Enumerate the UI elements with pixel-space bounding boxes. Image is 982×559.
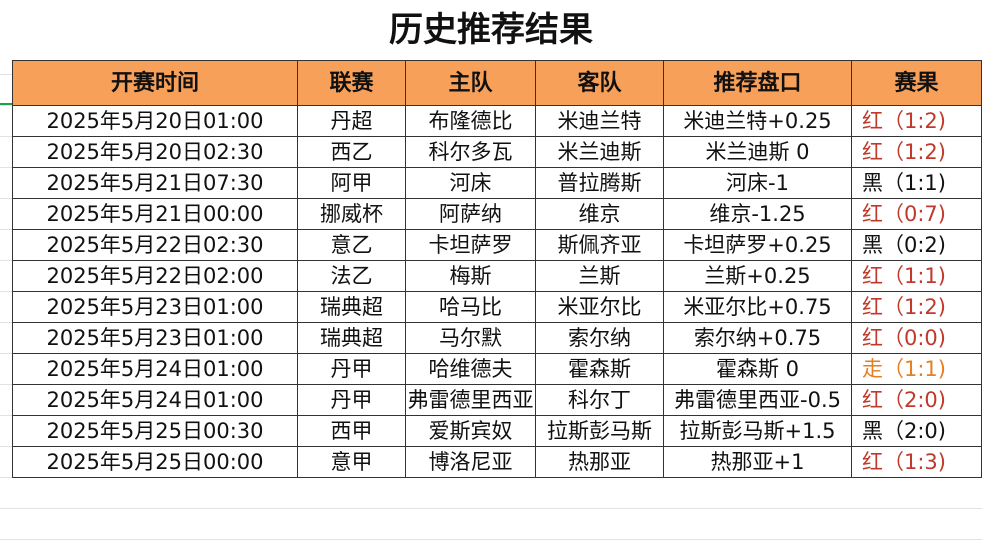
data-cell[interactable]: 霍森斯	[536, 354, 664, 385]
data-cell[interactable]: 科尔多瓦	[406, 137, 536, 168]
sheet-title: 历史推荐结果	[0, 4, 982, 56]
data-cell[interactable]: 米兰迪斯	[536, 137, 664, 168]
data-cell[interactable]: 布隆德比	[406, 106, 536, 137]
data-cell[interactable]: 热那亚+1	[664, 447, 852, 478]
data-cell[interactable]: 法乙	[298, 261, 406, 292]
result-cell[interactable]: 红（0:7)	[852, 199, 982, 230]
data-cell[interactable]: 爱斯宾奴	[406, 416, 536, 447]
data-cell[interactable]: 拉斯彭马斯	[536, 416, 664, 447]
data-cell[interactable]: 河床-1	[664, 168, 852, 199]
data-cell[interactable]: 热那亚	[536, 447, 664, 478]
data-cell[interactable]: 意乙	[298, 230, 406, 261]
data-cell[interactable]: 霍森斯 0	[664, 354, 852, 385]
data-cell[interactable]: 普拉腾斯	[536, 168, 664, 199]
data-cell[interactable]: 米迪兰特	[536, 106, 664, 137]
data-cell[interactable]: 2025年5月22日02:30	[12, 230, 298, 261]
data-cell[interactable]: 2025年5月23日01:00	[12, 323, 298, 354]
data-cell[interactable]: 西乙	[298, 137, 406, 168]
data-cell[interactable]: 博洛尼亚	[406, 447, 536, 478]
result-cell[interactable]: 黑（2:0)	[852, 416, 982, 447]
result-cell[interactable]: 红（1:3)	[852, 447, 982, 478]
data-cell[interactable]: 卡坦萨罗+0.25	[664, 230, 852, 261]
result-cell[interactable]: 红（1:1)	[852, 261, 982, 292]
data-cell[interactable]: 2025年5月23日01:00	[12, 292, 298, 323]
header-cell[interactable]: 赛果	[852, 60, 982, 106]
data-cell[interactable]: 米迪兰特+0.25	[664, 106, 852, 137]
data-cell[interactable]: 哈马比	[406, 292, 536, 323]
data-cell[interactable]: 2025年5月25日00:30	[12, 416, 298, 447]
selection-marker	[0, 103, 12, 105]
data-cell[interactable]: 阿甲	[298, 168, 406, 199]
data-cell[interactable]: 弗雷德里西亚	[406, 385, 536, 416]
header-cell[interactable]: 开赛时间	[12, 60, 298, 106]
data-cell[interactable]: 2025年5月20日01:00	[12, 106, 298, 137]
header-cell[interactable]: 客队	[536, 60, 664, 106]
data-cell[interactable]: 科尔丁	[536, 385, 664, 416]
data-cell[interactable]: 弗雷德里西亚-0.5	[664, 385, 852, 416]
data-cell[interactable]: 2025年5月24日01:00	[12, 385, 298, 416]
data-cell[interactable]: 拉斯彭马斯+1.5	[664, 416, 852, 447]
result-cell[interactable]: 红（1:2)	[852, 106, 982, 137]
data-cell[interactable]: 2025年5月25日00:00	[12, 447, 298, 478]
header-cell[interactable]: 推荐盘口	[664, 60, 852, 106]
result-cell[interactable]: 黑（0:2)	[852, 230, 982, 261]
data-cell[interactable]: 米兰迪斯 0	[664, 137, 852, 168]
data-cell[interactable]: 2025年5月21日00:00	[12, 199, 298, 230]
data-cell[interactable]: 马尔默	[406, 323, 536, 354]
data-cell[interactable]: 阿萨纳	[406, 199, 536, 230]
data-cell[interactable]: 维京	[536, 199, 664, 230]
data-cell[interactable]: 斯佩齐亚	[536, 230, 664, 261]
data-cell[interactable]: 米亚尔比+0.75	[664, 292, 852, 323]
data-cell[interactable]: 丹甲	[298, 354, 406, 385]
header-cell[interactable]: 主队	[406, 60, 536, 106]
data-cell[interactable]: 瑞典超	[298, 323, 406, 354]
result-cell[interactable]: 黑（1:1)	[852, 168, 982, 199]
data-cell[interactable]: 2025年5月21日07:30	[12, 168, 298, 199]
result-cell[interactable]: 红（1:2)	[852, 137, 982, 168]
data-cell[interactable]: 2025年5月22日02:00	[12, 261, 298, 292]
data-cell[interactable]: 2025年5月24日01:00	[12, 354, 298, 385]
data-cell[interactable]: 维京-1.25	[664, 199, 852, 230]
data-cell[interactable]: 哈维德夫	[406, 354, 536, 385]
data-cell[interactable]: 瑞典超	[298, 292, 406, 323]
result-cell[interactable]: 红（1:2)	[852, 292, 982, 323]
data-cell[interactable]: 挪威杯	[298, 199, 406, 230]
data-cell[interactable]: 米亚尔比	[536, 292, 664, 323]
data-cell[interactable]: 西甲	[298, 416, 406, 447]
header-cell[interactable]: 联赛	[298, 60, 406, 106]
data-cell[interactable]: 丹甲	[298, 385, 406, 416]
data-cell[interactable]: 2025年5月20日02:30	[12, 137, 298, 168]
data-cell[interactable]: 卡坦萨罗	[406, 230, 536, 261]
data-cell[interactable]: 河床	[406, 168, 536, 199]
data-cell[interactable]: 意甲	[298, 447, 406, 478]
result-cell[interactable]: 红（2:0)	[852, 385, 982, 416]
result-cell[interactable]: 红（0:0)	[852, 323, 982, 354]
result-cell[interactable]: 走（1:1)	[852, 354, 982, 385]
data-cell[interactable]: 索尔纳	[536, 323, 664, 354]
data-cell[interactable]: 兰斯	[536, 261, 664, 292]
data-cell[interactable]: 索尔纳+0.75	[664, 323, 852, 354]
data-cell[interactable]: 兰斯+0.25	[664, 261, 852, 292]
data-cell[interactable]: 梅斯	[406, 261, 536, 292]
data-cell[interactable]: 丹超	[298, 106, 406, 137]
